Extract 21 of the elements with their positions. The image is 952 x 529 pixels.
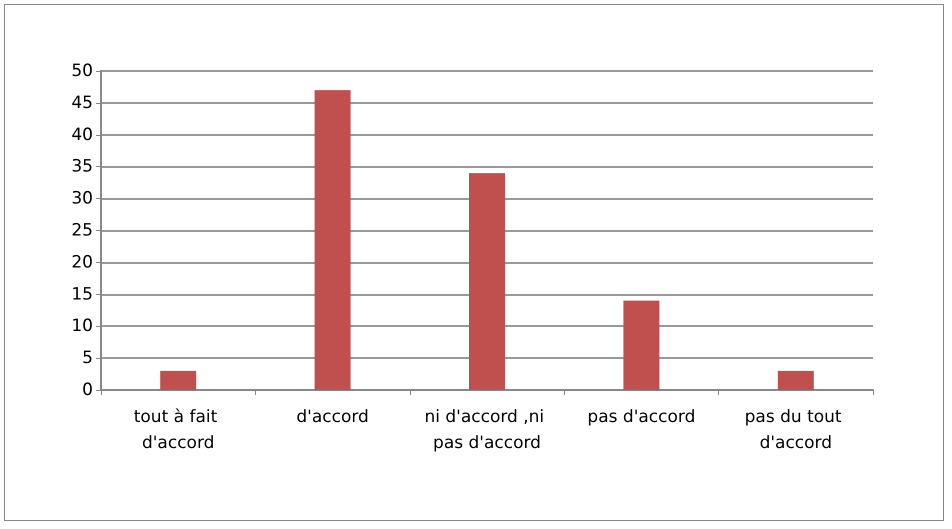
y-tick-label: 10 xyxy=(71,316,93,336)
x-tick-label: d'accord xyxy=(296,407,369,427)
y-tick-label: 15 xyxy=(71,284,93,304)
y-tick-label: 20 xyxy=(71,252,93,272)
x-tick-label: tout à fait d'accord xyxy=(134,407,223,453)
x-tick-label: pas d'accord xyxy=(587,407,696,427)
y-tick-label: 50 xyxy=(71,61,93,81)
y-tick-label: 45 xyxy=(71,92,93,113)
y-tick-label: 35 xyxy=(71,156,93,177)
x-tick-label: pas du tout d'accord xyxy=(744,407,847,453)
bar xyxy=(314,90,351,390)
y-tick-label: 40 xyxy=(71,124,93,145)
bar xyxy=(623,300,660,390)
y-tick-label: 0 xyxy=(82,380,93,400)
y-tick-label: 5 xyxy=(82,348,93,368)
bar xyxy=(469,173,505,390)
y-tick-label: 25 xyxy=(71,220,93,240)
bar xyxy=(160,370,196,390)
x-tick-label: ni d'accord ,ni pas d'accord xyxy=(424,407,550,453)
bar xyxy=(778,370,814,390)
y-tick-label: 30 xyxy=(71,188,93,209)
